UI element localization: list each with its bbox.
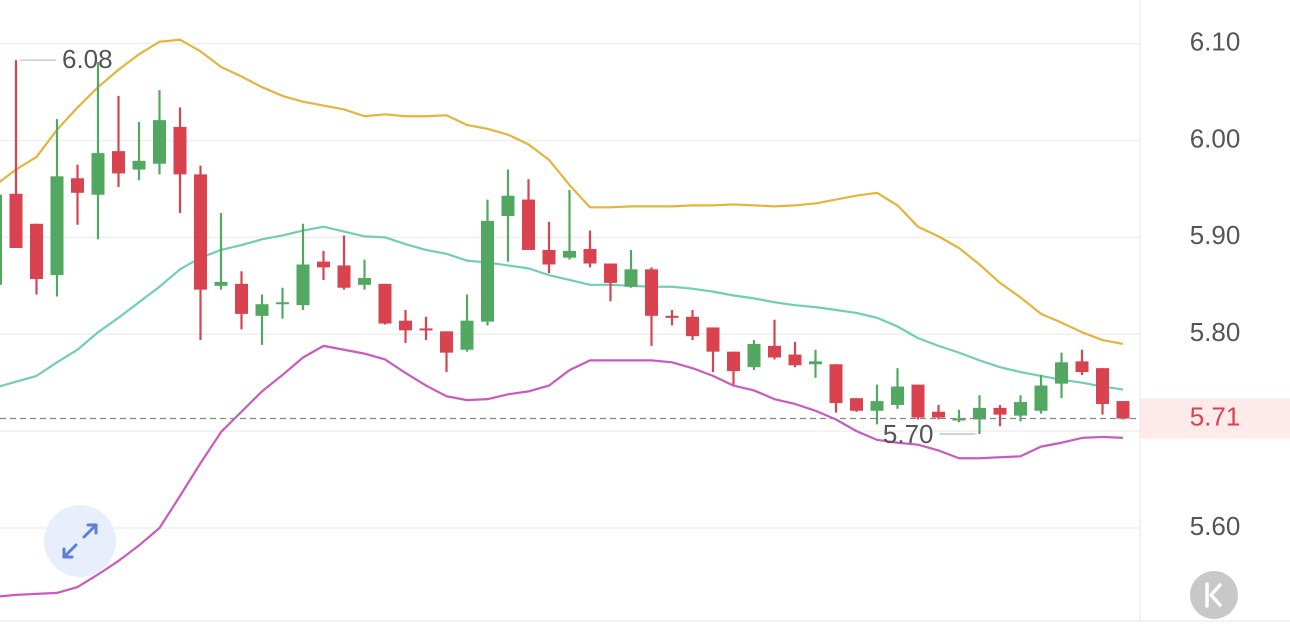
candle-body xyxy=(481,220,494,322)
high-label: 6.08 xyxy=(62,44,113,74)
candle-body xyxy=(71,178,84,193)
candle-body xyxy=(1055,362,1068,384)
candle-body xyxy=(1096,368,1109,404)
candle-body xyxy=(337,265,351,288)
candle-body xyxy=(112,151,125,174)
candle-body xyxy=(952,418,966,421)
y-tick-label: 5.60 xyxy=(1190,511,1241,541)
candle-body xyxy=(563,250,576,258)
candle-body xyxy=(809,361,822,365)
back-circle[interactable] xyxy=(1190,571,1238,619)
candle-body xyxy=(358,278,371,285)
expand-icon xyxy=(62,523,98,559)
plot-area xyxy=(0,38,1130,598)
candle-body xyxy=(173,126,187,175)
candle-body xyxy=(624,269,638,287)
candle-body xyxy=(91,153,105,195)
band-line xyxy=(0,344,1124,598)
candle-body xyxy=(1014,402,1027,416)
candle-body xyxy=(891,386,904,405)
candle-body xyxy=(399,320,412,331)
expand-circle[interactable] xyxy=(44,505,116,577)
candle-body xyxy=(850,398,863,411)
overlay: 5.71 6.08 5.70 xyxy=(0,44,1290,449)
candle-body xyxy=(194,174,207,290)
candle-body xyxy=(132,160,146,170)
candle-body xyxy=(0,194,2,285)
candle-body xyxy=(501,195,515,217)
candle-body xyxy=(317,261,330,268)
candle-body xyxy=(747,343,761,368)
candle-body xyxy=(665,315,679,318)
candle-body xyxy=(276,302,289,305)
candle-body xyxy=(932,411,945,418)
candle-body xyxy=(235,283,248,314)
candle-body xyxy=(911,384,925,418)
back-icon xyxy=(1205,582,1222,608)
candle-body xyxy=(973,407,986,420)
band-line xyxy=(0,225,1124,391)
y-tick-label: 5.90 xyxy=(1190,220,1241,250)
candle-body xyxy=(50,176,64,276)
candle-body xyxy=(686,316,699,337)
candle-body xyxy=(296,264,310,306)
y-tick-label: 5.80 xyxy=(1190,317,1241,347)
candle-body xyxy=(542,249,556,265)
candle-body xyxy=(255,304,269,316)
candle-body xyxy=(378,283,392,324)
current-price-box xyxy=(1140,398,1290,439)
candle-body xyxy=(768,345,781,358)
candle-body xyxy=(1075,361,1089,373)
candle-body xyxy=(460,320,474,350)
candle-body xyxy=(153,120,166,164)
low-label: 5.70 xyxy=(883,419,934,449)
candle-body xyxy=(1116,401,1130,419)
expand-button[interactable] xyxy=(44,505,116,577)
grid xyxy=(0,42,1140,529)
candle-body xyxy=(870,401,884,411)
candle-body xyxy=(30,223,43,280)
current-price-label: 5.71 xyxy=(1190,401,1241,431)
band-line xyxy=(0,38,1124,346)
candle-body xyxy=(727,351,740,372)
candle-body xyxy=(1034,385,1048,411)
candle-body xyxy=(829,364,843,404)
candle-body xyxy=(522,199,535,250)
back-button[interactable] xyxy=(1190,571,1238,619)
candle-body xyxy=(604,263,617,283)
candle-body xyxy=(214,281,228,286)
candle-body xyxy=(645,269,658,316)
candle-body xyxy=(583,248,597,264)
candle-body xyxy=(706,327,720,352)
candle-body xyxy=(993,407,1007,415)
y-tick-label: 6.10 xyxy=(1190,26,1241,56)
candle-body xyxy=(788,354,802,366)
candle-body xyxy=(9,193,23,249)
candle-body xyxy=(440,331,453,353)
candle-body xyxy=(419,328,433,331)
y-tick-label: 6.00 xyxy=(1190,123,1241,153)
